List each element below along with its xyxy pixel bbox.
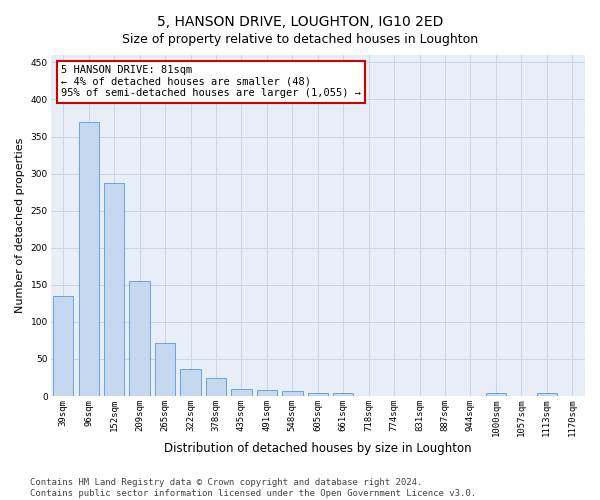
Bar <box>104 184 124 396</box>
Bar <box>536 393 557 396</box>
Bar <box>206 378 226 396</box>
Bar <box>53 296 73 396</box>
Bar <box>79 122 99 396</box>
Bar <box>181 370 201 396</box>
Y-axis label: Number of detached properties: Number of detached properties <box>15 138 25 313</box>
Bar <box>333 393 353 396</box>
Bar <box>231 388 251 396</box>
Bar <box>486 393 506 396</box>
Text: Contains HM Land Registry data © Crown copyright and database right 2024.
Contai: Contains HM Land Registry data © Crown c… <box>30 478 476 498</box>
Bar <box>155 342 175 396</box>
Text: 5 HANSON DRIVE: 81sqm
← 4% of detached houses are smaller (48)
95% of semi-detac: 5 HANSON DRIVE: 81sqm ← 4% of detached h… <box>61 65 361 98</box>
Text: Size of property relative to detached houses in Loughton: Size of property relative to detached ho… <box>122 32 478 46</box>
Text: 5, HANSON DRIVE, LOUGHTON, IG10 2ED: 5, HANSON DRIVE, LOUGHTON, IG10 2ED <box>157 15 443 29</box>
Bar <box>282 391 302 396</box>
Bar <box>130 281 150 396</box>
Bar <box>257 390 277 396</box>
X-axis label: Distribution of detached houses by size in Loughton: Distribution of detached houses by size … <box>164 442 472 455</box>
Bar <box>308 393 328 396</box>
